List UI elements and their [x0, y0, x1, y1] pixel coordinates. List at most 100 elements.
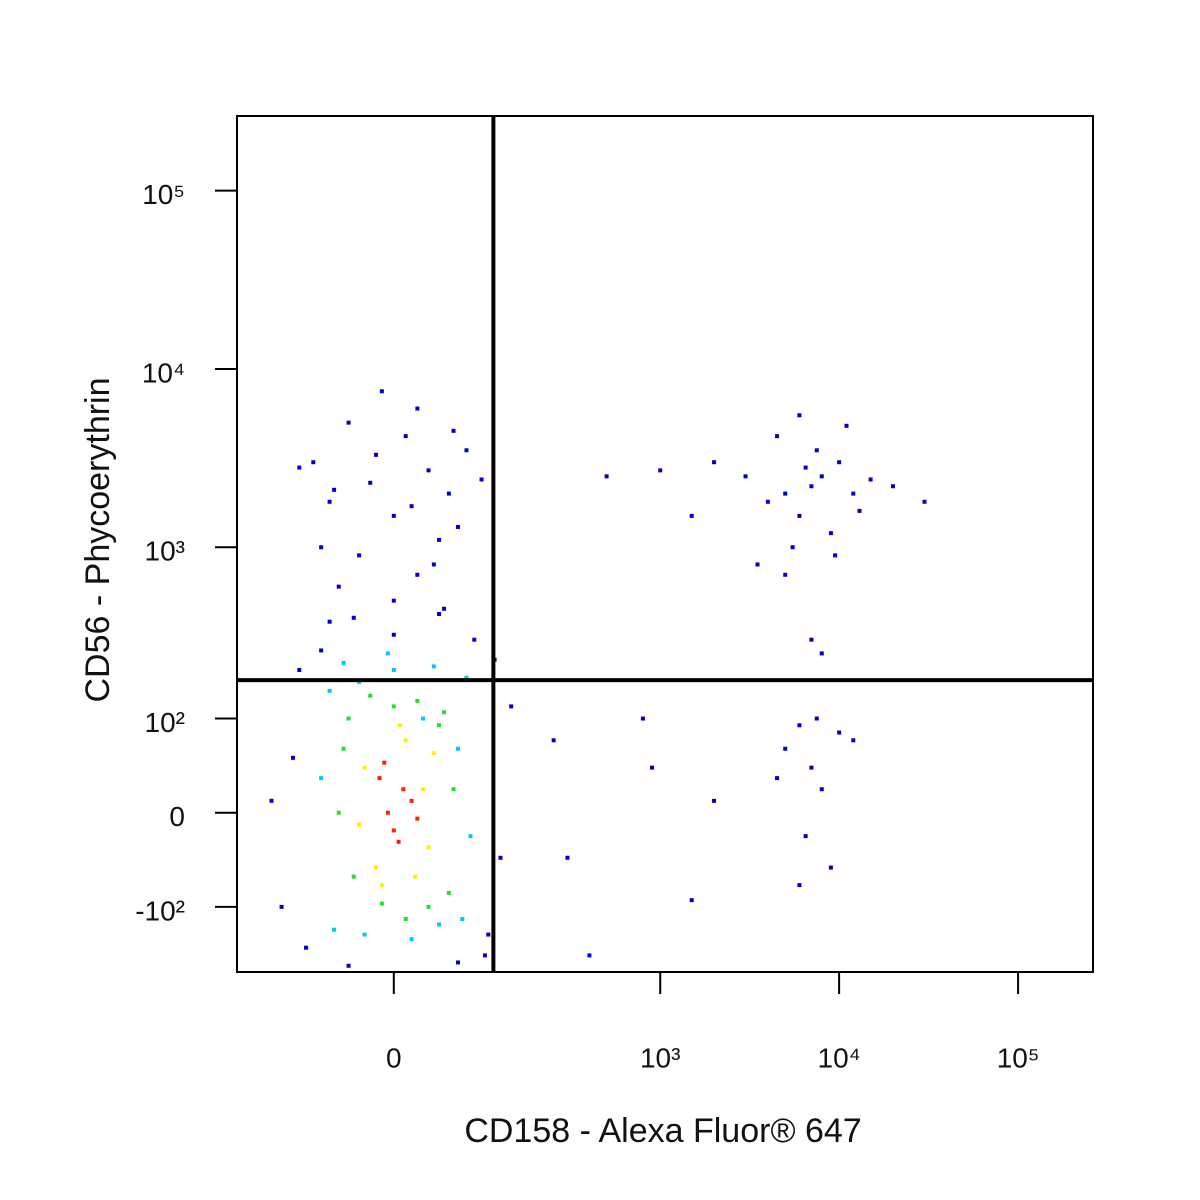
point	[765, 499, 770, 504]
point	[922, 499, 927, 504]
point	[431, 751, 436, 756]
point	[409, 504, 414, 509]
x-axis-label: CD158 - Alexa Fluor® 647	[464, 1112, 861, 1150]
x-tick-label: 10³	[640, 1042, 680, 1073]
point	[479, 477, 484, 482]
point	[319, 648, 324, 653]
point	[809, 765, 814, 770]
point	[451, 787, 456, 792]
point	[783, 572, 788, 577]
point	[640, 716, 645, 721]
point	[650, 765, 655, 770]
point	[442, 606, 447, 611]
point	[391, 704, 396, 709]
point	[455, 524, 460, 529]
point	[415, 698, 420, 703]
point	[755, 562, 760, 567]
point	[857, 508, 862, 513]
point	[604, 474, 609, 479]
point	[455, 960, 460, 965]
point	[689, 898, 694, 903]
y-tick-label: 10⁵	[142, 179, 185, 210]
point	[775, 434, 780, 439]
point	[797, 413, 802, 418]
point	[809, 637, 814, 642]
y-tick-label: -10²	[135, 895, 185, 926]
point	[332, 487, 337, 492]
y-tick-label: 10³	[145, 536, 185, 567]
point	[357, 822, 362, 827]
point	[431, 562, 436, 567]
point	[336, 810, 341, 815]
point	[797, 513, 802, 518]
point	[415, 406, 420, 411]
point	[374, 452, 379, 457]
point	[368, 480, 373, 485]
point	[426, 468, 431, 473]
point	[311, 460, 316, 465]
point	[319, 776, 324, 781]
point	[498, 855, 503, 860]
point	[658, 468, 663, 473]
point	[374, 865, 379, 870]
point	[844, 423, 849, 428]
point	[403, 917, 408, 922]
point	[304, 945, 309, 950]
point	[712, 798, 717, 803]
point	[391, 513, 396, 518]
point	[409, 798, 414, 803]
point	[346, 420, 351, 425]
point	[409, 937, 414, 942]
point	[379, 901, 384, 906]
point	[837, 730, 842, 735]
x-tick-label: 10⁵	[997, 1042, 1040, 1073]
point	[819, 474, 824, 479]
point	[297, 465, 302, 470]
point	[797, 723, 802, 728]
point	[464, 675, 469, 680]
point	[346, 716, 351, 721]
point	[814, 448, 819, 453]
point	[775, 776, 780, 781]
point	[486, 932, 491, 937]
point	[464, 448, 469, 453]
point	[743, 474, 748, 479]
point	[509, 704, 514, 709]
point	[319, 545, 324, 550]
point	[421, 787, 426, 792]
point	[451, 428, 456, 433]
point	[426, 904, 431, 909]
point	[379, 389, 384, 394]
point	[368, 693, 373, 698]
point	[442, 710, 447, 715]
point	[446, 890, 451, 895]
point	[327, 619, 332, 624]
point	[851, 491, 856, 496]
point	[426, 845, 431, 850]
point	[455, 746, 460, 751]
point	[403, 434, 408, 439]
point	[391, 632, 396, 637]
point	[336, 584, 341, 589]
point	[391, 828, 396, 833]
point	[437, 537, 442, 542]
point	[797, 883, 802, 888]
point	[397, 723, 402, 728]
point	[362, 932, 367, 937]
point	[391, 668, 396, 673]
point	[351, 615, 356, 620]
y-axis-label: CD56 - Phycoerythrin	[79, 377, 117, 702]
point	[837, 460, 842, 465]
point	[377, 776, 382, 781]
point	[297, 668, 302, 673]
x-tick-label: 0	[386, 1042, 402, 1073]
point	[482, 953, 487, 958]
point	[341, 746, 346, 751]
point	[851, 738, 856, 743]
point	[868, 477, 873, 482]
point	[401, 787, 406, 792]
point	[790, 545, 795, 550]
point	[809, 484, 814, 489]
